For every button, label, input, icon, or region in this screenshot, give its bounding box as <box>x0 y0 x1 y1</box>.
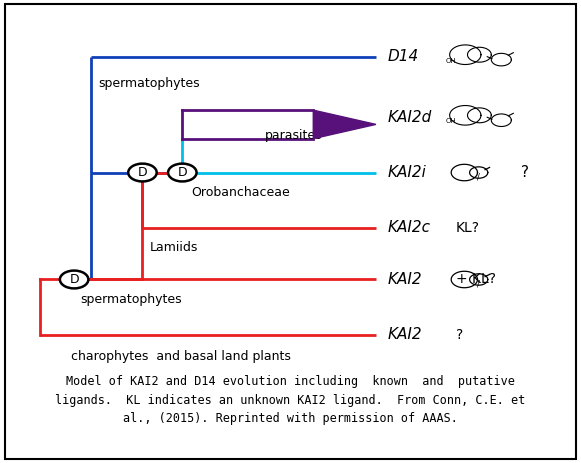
Text: Lamiids: Lamiids <box>149 241 198 254</box>
Text: parasites: parasites <box>265 129 322 142</box>
Text: ?: ? <box>521 165 529 180</box>
Text: KAI2i: KAI2i <box>388 165 426 180</box>
Text: D: D <box>69 273 79 286</box>
Text: D: D <box>178 166 187 179</box>
Circle shape <box>60 270 88 288</box>
Circle shape <box>128 163 157 181</box>
Circle shape <box>168 163 196 181</box>
Text: Orobanchaceae: Orobanchaceae <box>191 186 289 199</box>
Text: ?: ? <box>456 328 463 342</box>
Text: D14: D14 <box>388 49 418 64</box>
Text: /: / <box>477 280 480 289</box>
Polygon shape <box>313 110 376 139</box>
Text: KAI2: KAI2 <box>388 327 422 342</box>
Text: OH: OH <box>446 57 457 63</box>
Text: KAI2: KAI2 <box>388 272 422 287</box>
Text: /: / <box>477 173 480 182</box>
Text: + KL?: + KL? <box>456 273 496 287</box>
Text: charophytes  and basal land plants: charophytes and basal land plants <box>71 350 291 363</box>
Text: OH: OH <box>446 118 457 124</box>
Text: KAI2c: KAI2c <box>388 220 431 235</box>
Text: KL?: KL? <box>456 221 480 235</box>
Text: D: D <box>138 166 147 179</box>
Text: Model of KAI2 and D14 evolution including  known  and  putative
ligands.  KL ind: Model of KAI2 and D14 evolution includin… <box>55 375 526 425</box>
Text: spermatophytes: spermatophytes <box>80 293 181 306</box>
Text: spermatophytes: spermatophytes <box>99 77 200 90</box>
Text: KAI2d: KAI2d <box>388 110 432 125</box>
